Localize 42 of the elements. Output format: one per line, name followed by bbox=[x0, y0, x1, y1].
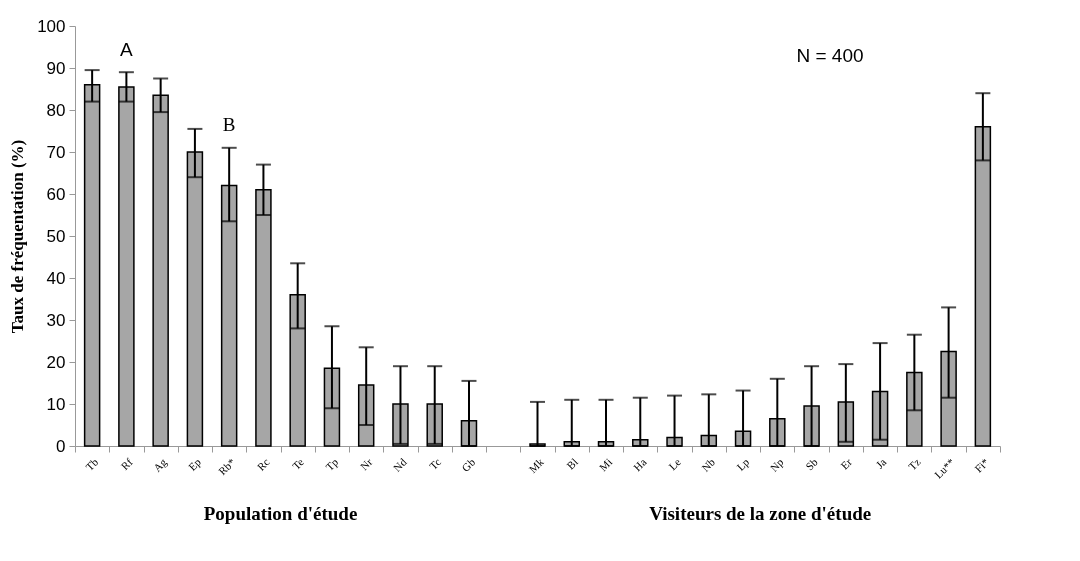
y-tick-label: 50 bbox=[46, 226, 66, 246]
x-tick-label: Mk bbox=[526, 455, 547, 476]
y-tick-label: 40 bbox=[46, 268, 66, 288]
y-tick-label: 20 bbox=[46, 352, 66, 372]
x-tick-label: Ja bbox=[873, 455, 889, 471]
y-axis-title: Taux de fréquentation (%) bbox=[8, 139, 28, 334]
text: Population d'étude bbox=[203, 503, 358, 524]
x-tick-label: Ha bbox=[631, 455, 649, 474]
x-tick-label: Np bbox=[767, 455, 786, 474]
y-tick-label: 60 bbox=[46, 184, 66, 204]
x-tick-label: Tb bbox=[83, 455, 101, 473]
x-tick-label: Nd bbox=[390, 455, 410, 474]
annotation: B bbox=[222, 114, 236, 136]
annotation: A bbox=[120, 38, 134, 60]
x-tick-label: Nr bbox=[357, 455, 375, 473]
y-tick-label: 80 bbox=[46, 100, 66, 120]
y-tick-label: 70 bbox=[46, 142, 66, 162]
x-tick-label: Er bbox=[838, 455, 855, 472]
x-tick-label: Fi* bbox=[972, 455, 992, 475]
annotation: N = 400 bbox=[796, 45, 864, 66]
x-tick-label: Tp bbox=[323, 455, 341, 473]
y-tick-label: 10 bbox=[46, 394, 66, 414]
y-tick-label: 30 bbox=[46, 310, 66, 330]
x-tick-label: Rc bbox=[254, 455, 272, 473]
x-tick-label: Tc bbox=[426, 455, 444, 472]
x-tick-label: Te bbox=[289, 455, 307, 472]
x-tick-label: Lp bbox=[734, 455, 752, 473]
x-tick-label: Rf bbox=[118, 455, 135, 473]
x-tick-label: Ag bbox=[150, 455, 170, 474]
text: Visiteurs de la zone d'étude bbox=[649, 503, 872, 524]
x-tick-label: Nb bbox=[699, 455, 718, 474]
y-tick-label: 90 bbox=[46, 58, 66, 78]
x-tick-label: Bl bbox=[564, 455, 581, 472]
x-tick-label: Tz bbox=[905, 455, 923, 473]
y-tick-label: 100 bbox=[37, 16, 66, 36]
x-tick-label: Mi bbox=[596, 455, 615, 474]
x-tick-label: Ep bbox=[186, 455, 204, 473]
x-tick-label: Gb bbox=[459, 455, 478, 474]
y-tick-label: 0 bbox=[56, 436, 66, 456]
x-tick-label: Rb* bbox=[215, 455, 238, 478]
x-tick-label: Le bbox=[666, 455, 683, 473]
x-tick-label: Sb bbox=[803, 455, 821, 473]
